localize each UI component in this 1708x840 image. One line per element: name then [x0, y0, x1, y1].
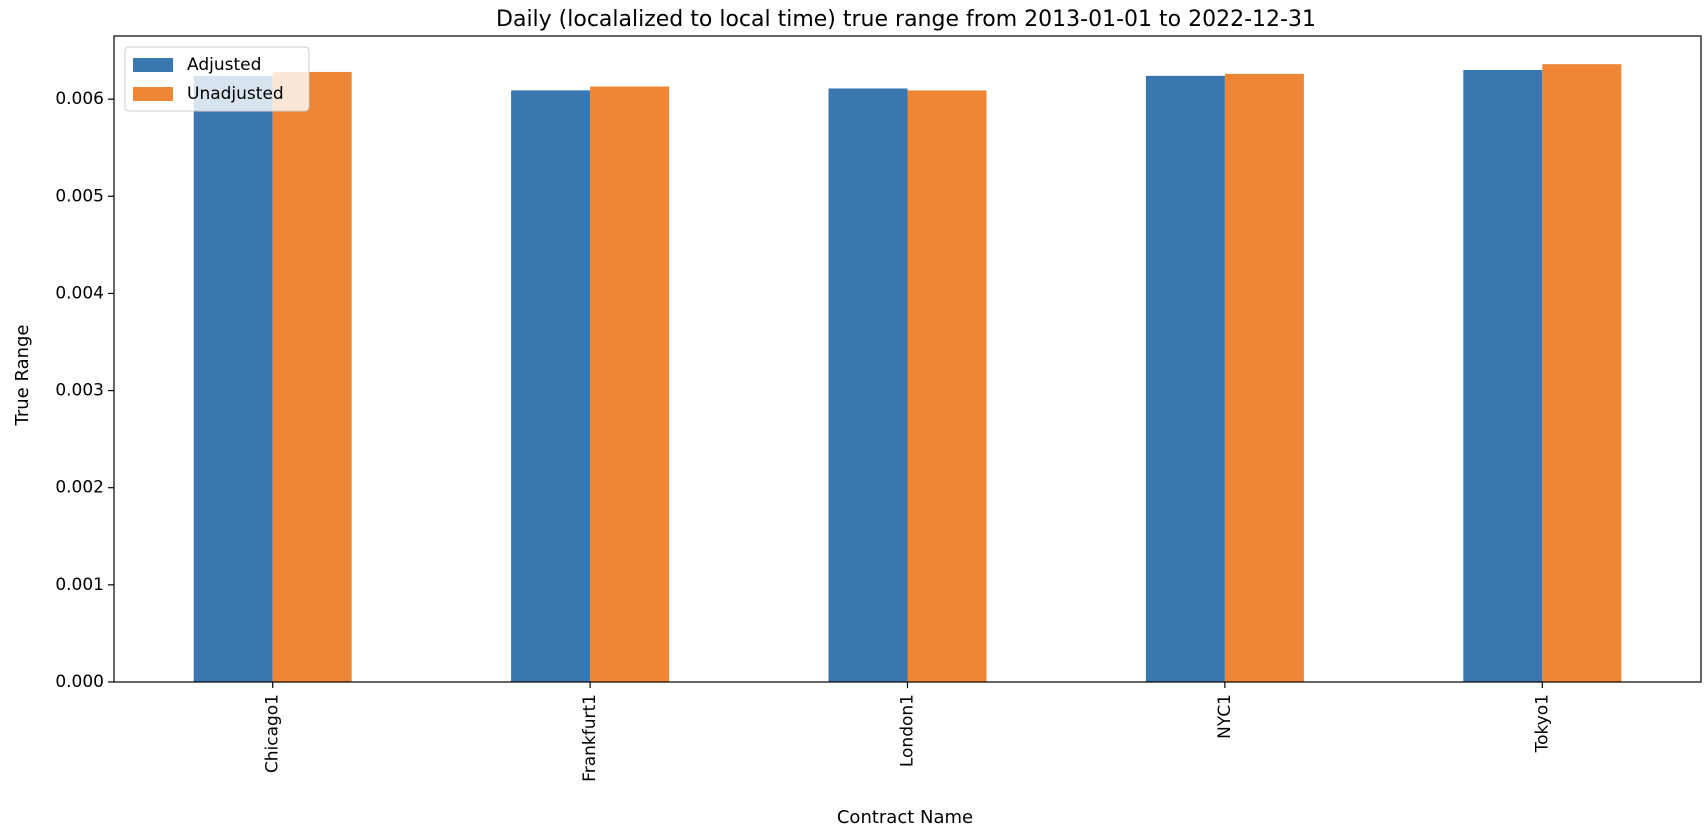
- bar-london1-adjusted: [828, 88, 908, 682]
- x-tick-label: Frankfurt1: [580, 694, 600, 782]
- y-axis-label: True Range: [12, 324, 33, 426]
- bar-nyc1-adjusted: [1145, 75, 1225, 683]
- y-tick-label: 0.001: [55, 575, 104, 595]
- legend-label-unadjusted: Unadjusted: [187, 84, 284, 104]
- x-axis-label: Contract Name: [837, 807, 973, 828]
- x-tick-label: London1: [898, 694, 918, 767]
- bar-frankfurt1-adjusted: [511, 90, 591, 682]
- legend-label-adjusted: Adjusted: [187, 55, 261, 75]
- legend-swatch-adjusted: [133, 58, 173, 72]
- bar-nyc1-unadjusted: [1224, 73, 1304, 682]
- bar-chicago1-unadjusted: [272, 71, 352, 682]
- y-tick-label: 0.005: [55, 186, 104, 206]
- y-tick-label: 0.002: [55, 478, 104, 498]
- bar-frankfurt1-unadjusted: [590, 86, 670, 682]
- bar-tokyo1-adjusted: [1463, 70, 1543, 682]
- chart-title: Daily (localalized to local time) true r…: [496, 7, 1316, 32]
- bar-chicago1-adjusted: [193, 75, 273, 683]
- legend: Adjusted Unadjusted: [124, 46, 310, 112]
- bars-layer: [193, 64, 1622, 683]
- plot-frame: [113, 35, 1702, 683]
- y-tick-label: 0.000: [55, 672, 104, 692]
- bar-london1-unadjusted: [907, 90, 987, 682]
- x-tick-label: Tokyo1: [1532, 694, 1552, 753]
- x-tick-label: NYC1: [1215, 694, 1235, 739]
- legend-swatch-unadjusted: [133, 87, 173, 101]
- bar-tokyo1-unadjusted: [1542, 64, 1622, 682]
- ticks-layer: Chicago1 Frankfurt1 London1 NYC1 Tokyo1 0.000…: [55, 89, 1552, 782]
- x-tick-label: Chicago1: [263, 694, 283, 773]
- y-tick-label: 0.004: [55, 283, 104, 303]
- y-tick-label: 0.006: [55, 89, 104, 109]
- y-tick-label: 0.003: [55, 381, 104, 401]
